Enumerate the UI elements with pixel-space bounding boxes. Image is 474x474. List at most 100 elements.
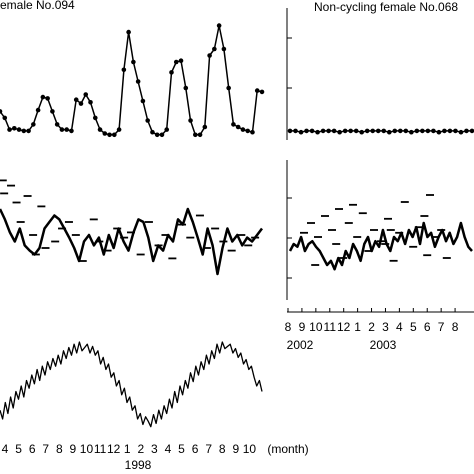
x-tick-label: 7 (205, 442, 212, 456)
data-point (31, 122, 36, 127)
data-point (64, 127, 69, 132)
data-point (212, 46, 217, 52)
data-point (309, 128, 315, 134)
x-tick-label: 1 (354, 320, 361, 334)
data-point (293, 128, 298, 134)
data-point (16, 127, 22, 132)
x-tick-label: 11 (324, 320, 337, 334)
data-point (2, 115, 8, 121)
x-tick-label: 9 (232, 442, 239, 456)
data-point (164, 127, 170, 132)
data-point (320, 128, 326, 134)
data-point (116, 127, 122, 132)
x-tick-label: 8 (56, 442, 63, 456)
data-point (131, 59, 136, 65)
data-point (240, 127, 246, 132)
data-point (425, 128, 431, 134)
data-point (107, 132, 112, 138)
x-tick-label: 4 (2, 442, 9, 456)
x-tick-label: 12 (337, 320, 351, 334)
data-point (364, 128, 370, 134)
x-tick-label: 8 (285, 320, 292, 334)
year-label: 2002 (287, 338, 314, 352)
data-point (431, 128, 436, 134)
data-point (50, 109, 55, 114)
x-tick-label: 2 (368, 320, 375, 334)
data-point (54, 122, 60, 127)
data-point (386, 129, 392, 135)
x-tick-label: 8 (452, 320, 459, 334)
x-tick-label: 1 (124, 442, 131, 456)
data-point (370, 128, 376, 134)
x-tick-label: 3 (382, 320, 389, 334)
data-point (83, 92, 89, 97)
data-point (145, 118, 150, 123)
data-point (169, 70, 174, 75)
chart-title: Non-cycling female No.068 (314, 0, 458, 14)
data-point (337, 129, 342, 135)
data-point (420, 128, 425, 134)
x-tick-label: 5 (15, 442, 22, 456)
data-point (326, 128, 331, 134)
x-tick-label: 5 (178, 442, 185, 456)
data-point (140, 98, 146, 104)
x-tick-label: 6 (29, 442, 36, 456)
x-tick-label: 4 (396, 320, 403, 334)
data-point (193, 132, 198, 138)
data-point (403, 128, 409, 134)
x-tick-label: 10 (309, 320, 323, 334)
data-point (381, 128, 387, 134)
data-point (436, 129, 442, 135)
data-point (398, 128, 403, 134)
x-tick-label: 9 (70, 442, 77, 456)
data-point (359, 129, 364, 135)
data-point (464, 128, 469, 134)
y-ticks (287, 37, 292, 279)
data-point (121, 67, 127, 73)
data-point (35, 107, 41, 113)
data-line (0, 341, 263, 428)
data-point (159, 132, 165, 138)
data-point (231, 122, 236, 127)
data-point (392, 128, 398, 134)
x-tick-label: 10 (80, 442, 94, 456)
data-point (348, 128, 353, 134)
x-tick-label: 9 (299, 320, 306, 334)
data-line (290, 130, 472, 133)
year-label: 1998 (125, 458, 152, 472)
data-point (315, 129, 320, 135)
data-point (207, 53, 212, 58)
x-tick-label: 6 (424, 320, 431, 334)
data-point (259, 89, 265, 95)
data-point (88, 100, 93, 105)
data-point (154, 132, 160, 138)
data-point (45, 96, 50, 101)
data-point (69, 128, 74, 134)
data-point (40, 94, 46, 100)
data-point (254, 88, 260, 93)
x-tick-label: 10 (243, 442, 257, 456)
data-point (298, 129, 304, 135)
data-point (7, 127, 12, 132)
data-point (126, 29, 131, 35)
data-line (288, 221, 473, 271)
data-point (102, 131, 108, 136)
x-tick-label: 7 (438, 320, 445, 334)
data-point (135, 79, 141, 84)
data-point (112, 132, 117, 138)
data-point (11, 126, 17, 131)
data-point (26, 128, 31, 134)
data-point (173, 59, 179, 65)
x-tick-label: 8 (219, 442, 226, 456)
data-point (331, 128, 337, 134)
x-axis-label: (month) (267, 442, 308, 456)
data-point (21, 128, 27, 134)
data-point (250, 129, 255, 135)
data-point (188, 118, 193, 123)
data-point (375, 128, 381, 134)
data-point (92, 115, 98, 121)
data-point (0, 109, 3, 114)
data-point (78, 101, 84, 106)
data-point (442, 128, 447, 134)
